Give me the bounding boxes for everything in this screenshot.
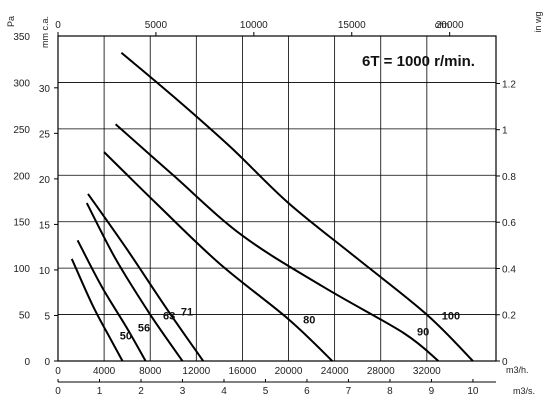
m3s-tick-label: 4 xyxy=(221,386,227,397)
pa-tick-label: 50 xyxy=(19,311,31,322)
mmca-tick-label: 20 xyxy=(39,175,51,186)
m3s-unit-label: m3/s. xyxy=(513,386,535,396)
m3h-tick-label: 32000 xyxy=(413,366,441,377)
pa-tick-label: 250 xyxy=(13,125,30,136)
pa-tick-label: 150 xyxy=(13,218,30,229)
curve-90 xyxy=(114,123,440,362)
m3h-tick-label: 4000 xyxy=(93,366,116,377)
inwg-tick-label: 0 xyxy=(502,357,508,368)
inwg-tick-label: 1 xyxy=(502,126,508,137)
curve-100 xyxy=(120,51,474,362)
pa-tick-label: 300 xyxy=(13,78,30,89)
cfm-tick-label: 10000 xyxy=(240,20,268,31)
inwg-tick-label: 0.8 xyxy=(502,172,516,183)
curve-label-90: 90 xyxy=(417,326,429,338)
curve-71 xyxy=(87,193,205,362)
inwg-tick-label: 0.2 xyxy=(502,311,516,322)
m3h-tick-label: 12000 xyxy=(182,366,210,377)
m3s-tick-label: 2 xyxy=(138,386,144,397)
cfm-tick-label: 20000 xyxy=(436,20,464,31)
mmca-tick-label: 5 xyxy=(44,311,50,322)
mmca-tick-label: 30 xyxy=(39,84,51,95)
cfm-unit-label: cfm xyxy=(435,20,450,30)
curve-label-100: 100 xyxy=(442,311,460,323)
cfm-tick-label: 0 xyxy=(55,20,61,31)
mmca-tick-label: 15 xyxy=(39,220,51,231)
pa-tick-label: 200 xyxy=(13,171,30,182)
m3h-tick-label: 28000 xyxy=(367,366,395,377)
curve-label-80: 80 xyxy=(303,314,315,326)
grid xyxy=(58,36,496,361)
m3h-tick-label: 24000 xyxy=(321,366,349,377)
pa-tick-label: 0 xyxy=(24,357,30,368)
curve-label-56: 56 xyxy=(138,322,150,334)
pa-tick-label: 350 xyxy=(13,32,30,43)
mmca-tick-label: 0 xyxy=(44,357,50,368)
curve-56 xyxy=(76,239,147,362)
pa-unit-label: Pa xyxy=(6,16,16,27)
mmca-tick-label: 10 xyxy=(39,266,51,277)
inwg-tick-label: 0.4 xyxy=(502,264,516,275)
m3h-tick-label: 16000 xyxy=(229,366,257,377)
m3s-tick-label: 6 xyxy=(304,386,310,397)
plot-frame xyxy=(57,35,497,362)
curves xyxy=(70,51,474,362)
m3h-unit-label: m3/h. xyxy=(506,365,529,375)
mmca-unit-label: mm c.a. xyxy=(40,16,50,48)
pa-tick-label: 100 xyxy=(13,264,30,275)
inwg-unit-label: in wg xyxy=(533,11,543,32)
m3h-tick-label: 8000 xyxy=(139,366,162,377)
m3s-tick-label: 7 xyxy=(346,386,352,397)
m3s-tick-label: 1 xyxy=(97,386,103,397)
m3s-tick-label: 10 xyxy=(467,386,479,397)
inwg-tick-label: 1.2 xyxy=(502,79,516,90)
m3h-tick-label: 20000 xyxy=(275,366,303,377)
curve-63 xyxy=(85,202,184,362)
m3s-tick-label: 8 xyxy=(387,386,393,397)
chart-title: 6T = 1000 r/min. xyxy=(362,53,475,70)
m3s-tick-label: 3 xyxy=(180,386,186,397)
curve-label-63: 63 xyxy=(163,311,175,323)
curve-labels: 50 56 63 71 80 90 100 xyxy=(120,307,460,343)
m3s-tick-label: 0 xyxy=(55,386,61,397)
cfm-tick-label: 15000 xyxy=(338,20,366,31)
m3h-tick-label: 0 xyxy=(55,366,61,377)
curve-80 xyxy=(103,151,333,362)
m3s-tick-label: 9 xyxy=(429,386,435,397)
inwg-tick-label: 0.6 xyxy=(502,218,516,229)
curve-50 xyxy=(70,258,124,362)
mmca-tick-label: 25 xyxy=(39,129,51,140)
cfm-tick-label: 5000 xyxy=(145,20,168,31)
curve-label-50: 50 xyxy=(120,330,132,342)
m3s-tick-label: 5 xyxy=(263,386,269,397)
curve-label-71: 71 xyxy=(181,307,193,319)
